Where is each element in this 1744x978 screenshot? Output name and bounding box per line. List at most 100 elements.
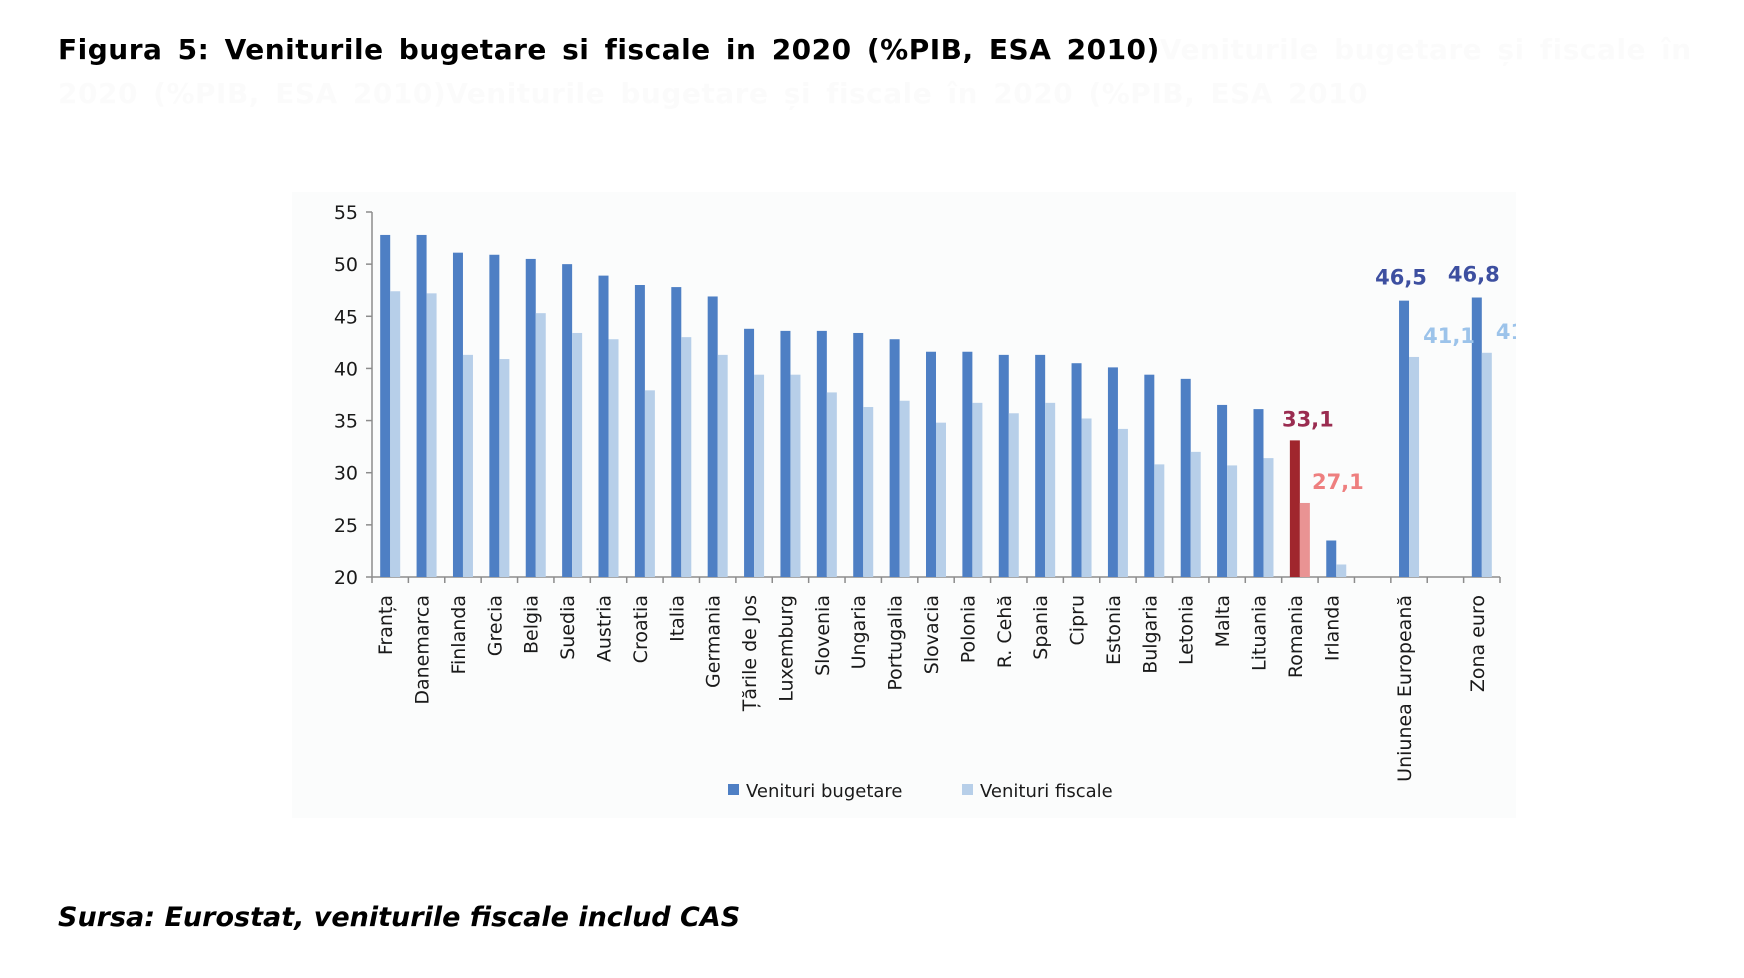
x-tick-label-slovacia: Slovacia [921, 595, 943, 674]
x-tick-label-danemarca: Danemarca [412, 595, 434, 705]
figure-title: Figura 5: Veniturile bugetare si fiscale… [58, 33, 1160, 66]
bar-fiscal-polonia [972, 402, 983, 577]
bar-fiscal-bulgaria [1154, 464, 1165, 577]
bar-fiscal-slovacia [936, 422, 946, 577]
bar-budget-r-ceha [998, 354, 1009, 577]
bar-fiscal-croatia [644, 390, 655, 577]
bar-fiscal-romania [1299, 502, 1310, 577]
bar-chart: 20 25 30 35 40 45 50 55 Franța Danemarca Finlanda G… [334, 202, 1516, 802]
x-tick-label-luxemburg: Luxemburg [775, 595, 797, 702]
x-tick-label-polonia: Polonia [957, 595, 979, 663]
y-tick-label: 55 [334, 202, 358, 224]
y-tick-label: 50 [334, 254, 358, 276]
bar-budget-cipru [1071, 363, 1082, 577]
x-tick-label-croatia: Croatia [630, 595, 652, 663]
x-tick-label-slovenia: Slovenia [812, 595, 834, 676]
bar-fiscal-suedia [572, 332, 583, 577]
bar-fiscal-lituania [1263, 458, 1274, 577]
page-title: Figura 5: Veniturile bugetare si fiscale… [58, 28, 1738, 116]
x-tick-label-germania: Germania [703, 595, 725, 688]
bar-fiscal-tarile-de-jos [754, 374, 765, 577]
bar-budget-ungaria [853, 332, 864, 577]
bar-fiscal-finlanda [462, 354, 473, 577]
chart-panel: 20 25 30 35 40 45 50 55 Franța Danemarca Finlanda G… [292, 192, 1516, 818]
legend-label-budget: Venituri bugetare [746, 781, 903, 802]
bar-budget-estonia [1107, 367, 1118, 577]
bar-budget-romania [1289, 440, 1300, 577]
bar-fiscal-belgia [535, 313, 546, 577]
x-tick-label-tarile-de-jos: Țările de Jos [739, 595, 761, 712]
bar-budget-portugalia [889, 339, 900, 577]
bar-fiscal-cipru [1081, 418, 1092, 577]
bar-budget-luxemburg [780, 330, 791, 577]
bar-fiscal-slovenia [826, 392, 837, 577]
bar-fiscal-uniunea-europeana [1409, 356, 1420, 577]
bar-budget-slovacia [926, 351, 936, 577]
x-tick-label-ungaria: Ungaria [848, 595, 870, 669]
bar-budget-finlanda [452, 252, 463, 577]
bar-budget-polonia [962, 351, 973, 577]
x-tick-label-cipru: Cipru [1067, 595, 1089, 645]
bar-budget-zona-euro [1471, 297, 1482, 577]
bar-fiscal-zona-euro [1481, 352, 1492, 577]
x-tick-label-spania: Spania [1030, 595, 1052, 660]
bar-budget-spania [1035, 354, 1046, 577]
bar-fiscal-luxemburg [790, 374, 801, 577]
bar-budget-croatia [634, 285, 645, 577]
x-tick-label-estonia: Estonia [1103, 595, 1125, 665]
bar-fiscal-danemarca [426, 293, 437, 577]
bar-budget-grecia [489, 254, 500, 577]
bar-fiscal-letonia [1190, 451, 1201, 577]
y-tick-label: 45 [334, 306, 358, 328]
bar-budget-danemarca [416, 234, 427, 577]
data-label-budget-zona-euro: 46,8 [1448, 263, 1500, 287]
x-tick-label-uniunea-europeana: Uniunea Europeană [1394, 595, 1416, 782]
x-tick-label-lituania: Lituania [1248, 595, 1270, 671]
bar-fiscal-germania [717, 354, 728, 577]
bar-fiscal-austria [608, 339, 619, 577]
x-tick-label-letonia: Letonia [1176, 595, 1198, 665]
y-tick-label: 30 [334, 463, 358, 485]
x-tick-label-austria: Austria [594, 595, 616, 662]
bar-fiscal-spania [1045, 402, 1056, 577]
x-tick-label-italia: Italia [666, 595, 688, 642]
data-label-fiscal-uniunea-europeana: 41,1 [1423, 324, 1475, 348]
bar-fiscal-franta [390, 291, 401, 577]
bar-fiscal-malta [1227, 465, 1238, 577]
source-note: Sursa: Eurostat, veniturile fiscale incl… [58, 902, 741, 933]
legend-label-fiscal: Venituri fiscale [980, 781, 1113, 802]
ghost-title-text-2: Veniturile bugetare și fiscale în 2020 (… [446, 77, 1369, 110]
bar-budget-bulgaria [1144, 374, 1155, 577]
data-label-fiscal-romania: 27,1 [1312, 470, 1364, 494]
bar-budget-italia [671, 287, 682, 577]
bar-budget-germania [707, 296, 718, 577]
bar-budget-tarile-de-jos [744, 328, 755, 577]
bar-fiscal-estonia [1117, 428, 1128, 577]
x-tick-label-franta: Franța [375, 595, 397, 655]
bar-budget-irlanda [1326, 540, 1337, 577]
bar-fiscal-italia [681, 337, 692, 577]
ghost-title-text: Veniturile bugetare și fiscale în 2020 (… [58, 33, 1692, 110]
bar-fiscal-grecia [499, 359, 510, 577]
x-tick-label-portugalia: Portugalia [885, 595, 907, 691]
y-tick-label: 40 [334, 358, 358, 380]
bar-budget-franta [380, 234, 391, 577]
bar-budget-slovenia [816, 330, 827, 577]
legend-swatch-budget [728, 784, 739, 795]
legend-swatch-fiscal [962, 784, 973, 795]
bar-budget-letonia [1180, 378, 1191, 577]
bar-budget-austria [598, 275, 609, 577]
x-tick-label-suedia: Suedia [557, 595, 579, 660]
data-label-budget-uniunea-europeana: 46,5 [1375, 266, 1427, 290]
x-tick-label-finlanda: Finlanda [448, 595, 470, 675]
x-tick-label-r-ceha: R. Cehă [994, 595, 1016, 668]
y-tick-label: 35 [334, 411, 358, 433]
bar-budget-suedia [562, 264, 573, 577]
x-tick-label-irlanda: Irlanda [1321, 595, 1343, 661]
data-label-fiscal-zona-euro: 41,5 [1496, 320, 1516, 344]
x-tick-label-grecia: Grecia [484, 595, 506, 656]
bar-fiscal-portugalia [899, 400, 910, 577]
x-tick-label-zona-euro: Zona euro [1467, 595, 1489, 692]
bar-fiscal-irlanda [1336, 564, 1347, 577]
bar-budget-lituania [1253, 409, 1264, 577]
